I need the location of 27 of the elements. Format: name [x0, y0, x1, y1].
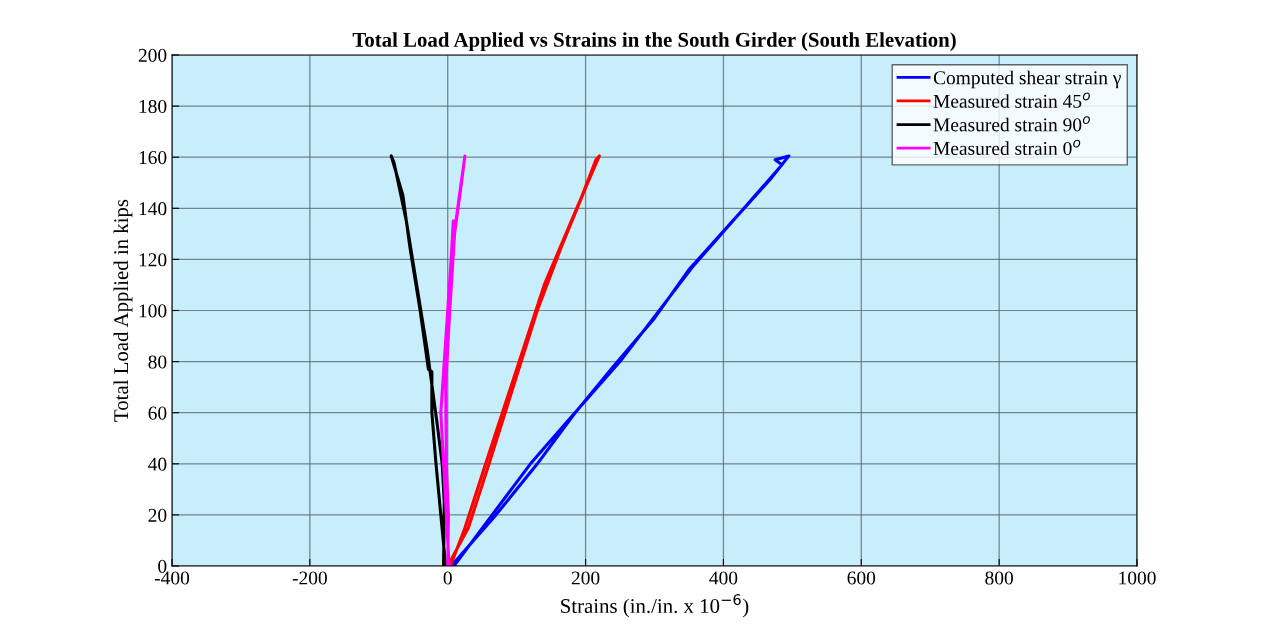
line-series: [439, 154, 467, 566]
y-tick-label: 0: [158, 559, 167, 573]
legend-label: Computed shear strain γ: [933, 70, 1121, 89]
x-tick-label: 1000: [1119, 571, 1156, 585]
x-tick-label: 200: [571, 571, 600, 585]
y-tick-label: 20: [148, 508, 167, 522]
x-tick-label: 0: [443, 571, 452, 585]
y-axis-title: Total Load Applied in kips: [113, 199, 133, 422]
y-tick-label: 120: [139, 253, 167, 267]
y-tick-label: 60: [148, 406, 167, 420]
legend-label: Measured strain 0$^{o}$: [933, 139, 1081, 156]
y-tick-label: 100: [139, 304, 167, 318]
legend-label: Measured strain 45$^{o}$: [933, 92, 1090, 108]
y-tick-label: 40: [148, 457, 167, 471]
x-tick-label: 400: [709, 571, 738, 585]
x-tick-label: -400: [154, 571, 190, 585]
y-tick-label: 200: [138, 48, 167, 62]
x-tick-label: -200: [292, 571, 327, 585]
y-tick-label: 80: [148, 355, 167, 369]
chart-title: Total Load Applied vs Strains in the South Girder (South Elevation): [352, 32, 956, 52]
y-tick-label: 180: [139, 99, 167, 114]
x-tick-label: 800: [985, 571, 1013, 585]
y-tick-label: 140: [139, 202, 167, 216]
legend-label: Measured strain 90$^{o}$: [933, 116, 1090, 132]
x-tick-label: 600: [847, 571, 876, 585]
y-tick-label: 160: [139, 151, 167, 165]
x-axis-title: Strains (in./in. x 10$^{−6}$): [561, 594, 749, 618]
